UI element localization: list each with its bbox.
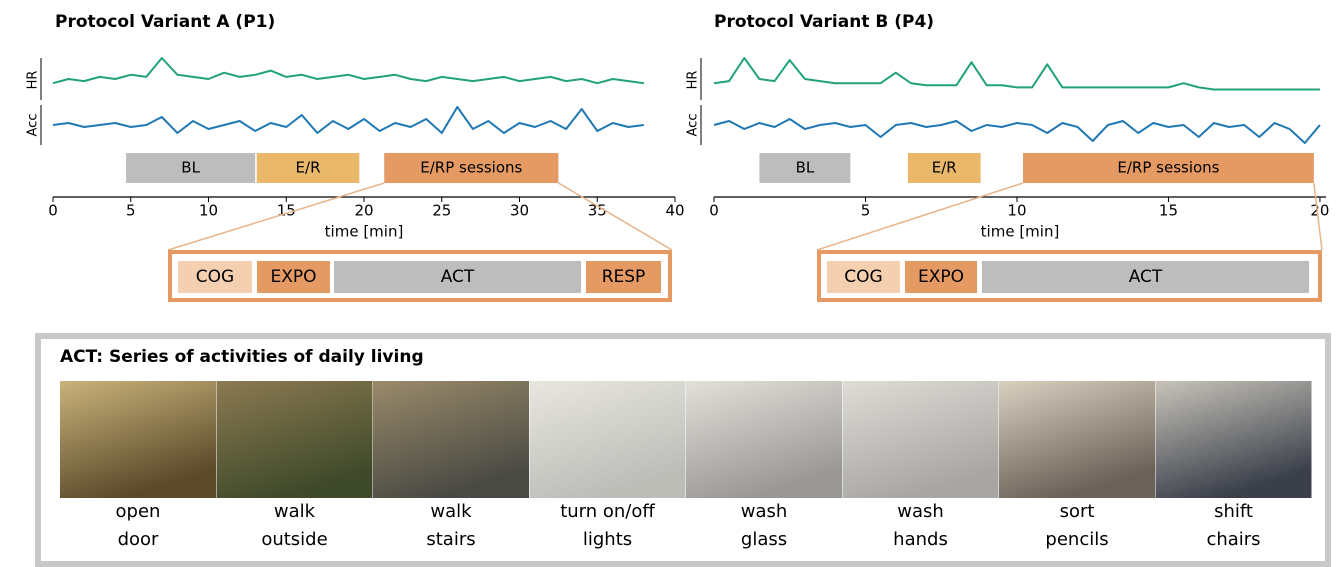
x-tick-label: 15	[1159, 202, 1178, 220]
zoom-segment	[334, 261, 581, 293]
zoom-segment	[257, 261, 330, 293]
activity-caption: walk	[430, 501, 472, 522]
activity-caption: chairs	[1206, 529, 1260, 550]
zoom-box	[168, 250, 672, 302]
activity-image	[1155, 381, 1312, 498]
x-tick-label: 25	[432, 202, 451, 220]
phase-bar	[907, 153, 981, 183]
zoom-segment	[178, 261, 252, 293]
signal-trace	[52, 106, 645, 134]
panel-title: Protocol Variant B (P4)	[714, 12, 934, 32]
activity-image	[999, 381, 1155, 498]
zoom-segment	[982, 261, 1309, 293]
signal-trace	[713, 57, 1320, 91]
zoom-line	[1313, 182, 1323, 251]
act-title: ACT: Series of activities of daily livin…	[60, 347, 424, 367]
x-tick-label: 0	[709, 202, 719, 220]
zoom-line	[816, 182, 1024, 251]
strip-label: Acc	[26, 114, 41, 137]
activity-caption: glass	[741, 529, 787, 550]
activity-image	[686, 381, 842, 498]
activity-caption: outside	[261, 529, 327, 550]
zoom-segment-label: EXPO	[918, 267, 964, 287]
zoom-line	[557, 182, 673, 251]
activity-image	[216, 381, 373, 498]
x-axis-label: time [min]	[981, 223, 1060, 241]
zoom-segment	[586, 261, 661, 293]
activity-caption: stairs	[426, 529, 475, 550]
panel-title: Protocol Variant A (P1)	[55, 12, 275, 32]
activity-caption: sort	[1060, 501, 1095, 522]
zoom-segment	[905, 261, 977, 293]
phase-bar	[384, 153, 559, 183]
zoom-box	[817, 250, 1322, 302]
activity-caption: turn on/off	[560, 501, 655, 522]
act-frame	[35, 333, 1331, 567]
zoom-segment-label: COG	[844, 267, 882, 287]
x-tick-label: 20	[1310, 202, 1329, 220]
activity-caption: lights	[583, 529, 632, 550]
activity-caption: wash	[897, 501, 944, 522]
x-tick-label: 30	[510, 202, 529, 220]
activity-caption: walk	[274, 501, 316, 522]
strip-label: HR	[26, 71, 41, 90]
phase-bar	[759, 153, 851, 183]
activity-image	[842, 381, 999, 498]
phase-bar	[256, 153, 360, 183]
activity-caption: door	[118, 529, 159, 550]
zoom-segment	[827, 261, 900, 293]
zoom-line	[167, 182, 385, 251]
activity-image	[373, 381, 529, 498]
x-tick-label: 10	[1007, 202, 1026, 220]
phase-label: BL	[796, 159, 815, 177]
x-tick-label: 10	[199, 202, 218, 220]
activity-caption: shift	[1214, 501, 1253, 522]
x-tick-label: 35	[588, 202, 607, 220]
signal-trace	[52, 57, 645, 85]
activity-image	[529, 381, 686, 498]
x-tick-label: 5	[861, 202, 871, 220]
x-tick-label: 0	[48, 202, 58, 220]
activity-caption: open	[116, 501, 161, 522]
phase-label: E/RP sessions	[420, 159, 522, 177]
phase-label: E/R	[296, 159, 321, 177]
zoom-segment-label: ACT	[441, 267, 475, 287]
activity-caption: hands	[893, 529, 948, 550]
x-tick-label: 15	[277, 202, 296, 220]
x-axis-label: time [min]	[325, 223, 404, 241]
phase-bar	[126, 153, 256, 183]
zoom-segment-label: EXPO	[270, 267, 316, 287]
activity-image	[60, 381, 216, 498]
phase-bar	[1023, 153, 1314, 183]
phase-label: BL	[181, 159, 200, 177]
activity-caption: wash	[741, 501, 788, 522]
activity-caption: pencils	[1045, 529, 1108, 550]
zoom-segment-label: COG	[196, 267, 234, 287]
strip-label: HR	[686, 71, 701, 90]
phase-label: E/RP sessions	[1117, 159, 1219, 177]
strip-label: Acc	[686, 114, 701, 137]
zoom-segment-label: RESP	[602, 267, 646, 287]
x-tick-label: 20	[354, 202, 373, 220]
zoom-segment-label: ACT	[1129, 267, 1163, 287]
phase-label: E/R	[932, 159, 957, 177]
x-tick-label: 40	[665, 202, 684, 220]
x-tick-label: 5	[126, 202, 136, 220]
signal-trace	[713, 118, 1321, 144]
